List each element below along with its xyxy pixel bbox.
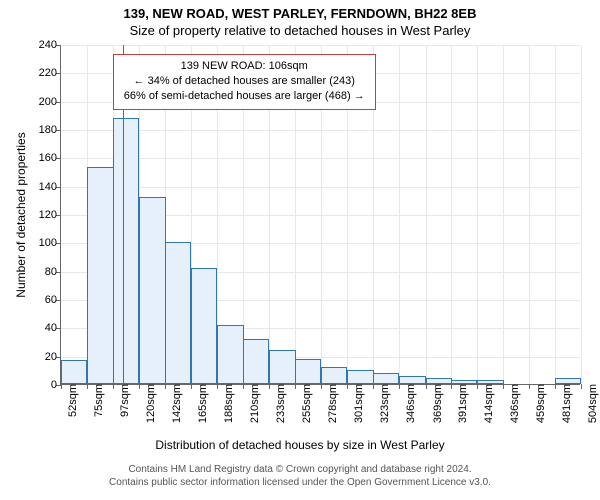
- plot-area: 02040608010012014016018020022024052sqm75…: [60, 45, 580, 385]
- histogram-bar: [217, 325, 243, 385]
- gridline-v: [451, 45, 452, 384]
- xtick-label: 481sqm: [555, 384, 573, 423]
- ytick-label: 100: [31, 237, 61, 249]
- histogram-bar: [321, 367, 347, 384]
- histogram-bar: [347, 370, 373, 384]
- ytick-label: 80: [31, 266, 61, 278]
- ytick-label: 40: [31, 322, 61, 334]
- histogram-bar: [269, 350, 295, 384]
- title-sub: Size of property relative to detached ho…: [0, 21, 600, 38]
- histogram-bar: [139, 197, 165, 384]
- gridline-v: [477, 45, 478, 384]
- ytick-label: 120: [31, 209, 61, 221]
- xtick-label: 391sqm: [451, 384, 469, 423]
- gridline-v: [529, 45, 530, 384]
- histogram-bar: [451, 380, 477, 384]
- chart-area: 02040608010012014016018020022024052sqm75…: [60, 45, 580, 385]
- xtick-label: 97sqm: [113, 384, 131, 417]
- ytick-label: 180: [31, 124, 61, 136]
- histogram-bar: [477, 380, 503, 384]
- ytick-label: 240: [31, 39, 61, 51]
- x-axis-label: Distribution of detached houses by size …: [0, 438, 600, 452]
- xtick-label: 301sqm: [347, 384, 365, 423]
- xtick-label: 233sqm: [269, 384, 287, 423]
- xtick-label: 210sqm: [243, 384, 261, 423]
- histogram-bar: [113, 118, 139, 384]
- histogram-bar: [426, 378, 452, 384]
- xtick-label: 278sqm: [321, 384, 339, 423]
- histogram-bar: [61, 360, 87, 384]
- xtick-label: 323sqm: [373, 384, 391, 423]
- ytick-label: 140: [31, 181, 61, 193]
- callout-line3: 66% of semi-detached houses are larger (…: [124, 89, 365, 104]
- callout-line2: ← 34% of detached houses are smaller (24…: [124, 74, 365, 89]
- xtick-label: 188sqm: [217, 384, 235, 423]
- ytick-label: 60: [31, 294, 61, 306]
- xtick-label: 165sqm: [191, 384, 209, 423]
- histogram-bar: [399, 376, 425, 385]
- ytick-label: 200: [31, 96, 61, 108]
- y-axis-label: Number of detached properties: [14, 132, 28, 297]
- attribution: Contains HM Land Registry data © Crown c…: [0, 463, 600, 489]
- xtick-label: 52sqm: [61, 384, 79, 417]
- xtick-label: 436sqm: [503, 384, 521, 423]
- ytick-label: 20: [31, 351, 61, 363]
- histogram-bar: [295, 359, 321, 385]
- callout-line1: 139 NEW ROAD: 106sqm: [124, 59, 365, 74]
- xtick-label: 255sqm: [295, 384, 313, 423]
- ytick-label: 160: [31, 152, 61, 164]
- xtick-label: 369sqm: [426, 384, 444, 423]
- callout-box: 139 NEW ROAD: 106sqm← 34% of detached ho…: [113, 54, 376, 110]
- xtick-label: 459sqm: [529, 384, 547, 423]
- title-main: 139, NEW ROAD, WEST PARLEY, FERNDOWN, BH…: [0, 0, 600, 21]
- histogram-bar: [165, 242, 191, 384]
- histogram-bar: [87, 167, 113, 384]
- attribution-line1: Contains HM Land Registry data © Crown c…: [0, 463, 600, 476]
- ytick-label: 220: [31, 67, 61, 79]
- gridline-v: [426, 45, 427, 384]
- gridline-v: [503, 45, 504, 384]
- xtick-label: 120sqm: [139, 384, 157, 423]
- gridline-v: [399, 45, 400, 384]
- histogram-bar: [373, 373, 399, 384]
- xtick-label: 346sqm: [399, 384, 417, 423]
- gridline-v: [555, 45, 556, 384]
- ytick-label: 0: [31, 379, 61, 391]
- attribution-line2: Contains public sector information licen…: [0, 476, 600, 489]
- histogram-bar: [191, 268, 217, 384]
- xtick-label: 142sqm: [165, 384, 183, 423]
- xtick-label: 504sqm: [581, 384, 599, 423]
- gridline-v: [581, 45, 582, 384]
- xtick-label: 75sqm: [87, 384, 105, 417]
- histogram-bar: [555, 378, 581, 384]
- histogram-bar: [243, 339, 269, 384]
- xtick-label: 414sqm: [477, 384, 495, 423]
